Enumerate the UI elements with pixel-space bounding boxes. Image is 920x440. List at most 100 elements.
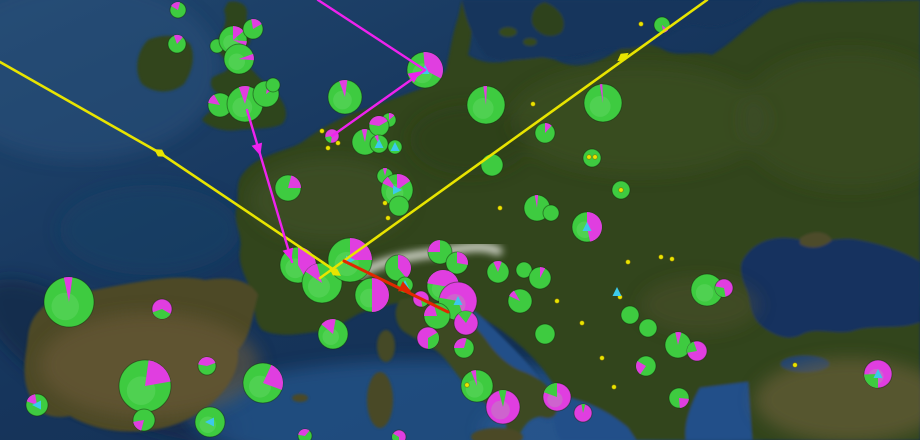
direction-triangle-icon[interactable] xyxy=(390,142,400,151)
status-pie-marker[interactable] xyxy=(534,323,556,345)
landmass-mallorca xyxy=(292,394,308,402)
status-pie-marker[interactable] xyxy=(197,356,217,376)
route-diamond-marker-icon xyxy=(617,52,629,62)
direction-triangle-icon[interactable] xyxy=(582,222,592,231)
status-pie-marker[interactable] xyxy=(427,239,453,265)
status-pie-marker[interactable] xyxy=(573,403,593,423)
status-pie-marker[interactable] xyxy=(453,337,475,359)
pie-slice xyxy=(534,195,539,208)
pie-highlight xyxy=(322,328,339,345)
pie-base xyxy=(620,305,640,325)
pie-highlight xyxy=(465,380,484,398)
status-pie-marker[interactable] xyxy=(167,34,187,54)
pie-highlight xyxy=(547,391,563,408)
direction-triangle-icon[interactable] xyxy=(32,400,41,410)
route-line xyxy=(318,0,709,280)
status-pie-marker[interactable] xyxy=(368,115,390,137)
status-pie-marker[interactable] xyxy=(391,429,407,440)
pie-slice xyxy=(454,337,467,348)
status-pie-marker[interactable] xyxy=(664,331,692,359)
status-pie-marker[interactable] xyxy=(151,298,173,320)
status-pie-marker[interactable] xyxy=(542,204,560,222)
status-pie-marker[interactable] xyxy=(242,362,284,404)
status-pie-marker[interactable] xyxy=(317,318,349,350)
status-pie-marker[interactable] xyxy=(194,406,226,438)
status-pie-marker[interactable] xyxy=(480,153,504,177)
pie-base xyxy=(534,323,556,345)
pie-slice xyxy=(545,123,552,133)
pie-slice xyxy=(389,113,395,120)
landmass-sardinia xyxy=(367,372,393,428)
status-pie-marker[interactable] xyxy=(218,25,248,55)
pie-slice xyxy=(715,286,726,297)
status-pie-marker[interactable] xyxy=(583,83,623,123)
pie-slice xyxy=(493,261,502,272)
pie-slice xyxy=(26,394,37,405)
status-pie-marker[interactable] xyxy=(515,261,533,279)
direction-triangle-icon[interactable] xyxy=(453,296,463,305)
status-pie-marker[interactable] xyxy=(223,43,255,75)
status-pie-marker[interactable] xyxy=(43,276,95,328)
status-pie-marker[interactable] xyxy=(528,266,552,290)
pie-highlight xyxy=(51,292,79,321)
pie-slice xyxy=(145,360,171,386)
status-pie-marker[interactable] xyxy=(445,251,469,275)
waypoint-dot xyxy=(385,215,391,221)
status-pie-marker[interactable] xyxy=(169,1,187,19)
pie-slice xyxy=(173,34,183,44)
status-pie-marker[interactable] xyxy=(486,260,510,284)
status-pie-marker[interactable] xyxy=(387,139,403,155)
status-pie-marker[interactable] xyxy=(620,305,640,325)
status-pie-marker[interactable] xyxy=(668,387,690,409)
status-pie-marker[interactable] xyxy=(582,148,602,168)
status-pie-marker[interactable] xyxy=(507,288,533,314)
pie-base xyxy=(265,77,281,93)
pie-base xyxy=(582,148,602,168)
pie-slice xyxy=(392,433,399,440)
status-pie-marker[interactable] xyxy=(384,254,412,282)
pie-slice xyxy=(599,84,603,103)
status-pie-marker[interactable] xyxy=(534,122,556,144)
status-pie-marker[interactable] xyxy=(635,355,657,377)
status-pie-marker[interactable] xyxy=(274,174,302,202)
status-pie-marker[interactable] xyxy=(354,277,390,313)
status-pie-marker[interactable] xyxy=(388,195,410,217)
direction-triangle-icon[interactable] xyxy=(374,139,384,148)
status-pie-marker[interactable] xyxy=(460,369,494,403)
pie-slice xyxy=(382,168,388,176)
direction-triangle-icon[interactable] xyxy=(393,185,402,195)
direction-triangle-icon[interactable] xyxy=(205,417,214,427)
status-pie-marker[interactable] xyxy=(485,389,521,425)
pie-slice xyxy=(498,390,507,407)
status-pie-marker[interactable] xyxy=(542,382,572,412)
pie-slice xyxy=(325,136,332,143)
pie-slice xyxy=(679,398,689,408)
pie-slice xyxy=(233,26,244,40)
status-pie-marker[interactable] xyxy=(863,359,893,389)
status-pie-marker[interactable] xyxy=(466,85,506,125)
status-pie-marker[interactable] xyxy=(690,273,724,307)
triangle-marker-layer xyxy=(612,287,622,296)
status-pie-marker[interactable] xyxy=(416,326,440,350)
direction-triangle-icon[interactable] xyxy=(612,287,622,296)
status-pie-marker[interactable] xyxy=(25,393,49,417)
status-pie-marker[interactable] xyxy=(265,77,281,93)
pie-slice xyxy=(581,404,586,413)
pie-highlight xyxy=(491,400,510,420)
status-pie-marker[interactable] xyxy=(297,428,313,440)
status-pie-marker[interactable] xyxy=(453,310,479,336)
status-pie-marker[interactable] xyxy=(653,16,671,34)
status-pie-marker[interactable] xyxy=(571,211,603,243)
status-pie-marker[interactable] xyxy=(369,134,389,154)
status-pie-marker[interactable] xyxy=(686,340,708,362)
status-pie-marker[interactable] xyxy=(242,18,264,40)
status-pie-marker[interactable] xyxy=(638,318,658,338)
status-pie-marker[interactable] xyxy=(327,79,363,115)
status-pie-marker[interactable] xyxy=(132,408,156,432)
pie-slice xyxy=(423,52,443,79)
status-pie-marker[interactable] xyxy=(714,278,734,298)
direction-triangle-icon[interactable] xyxy=(873,369,883,378)
status-pie-marker[interactable] xyxy=(118,359,172,413)
